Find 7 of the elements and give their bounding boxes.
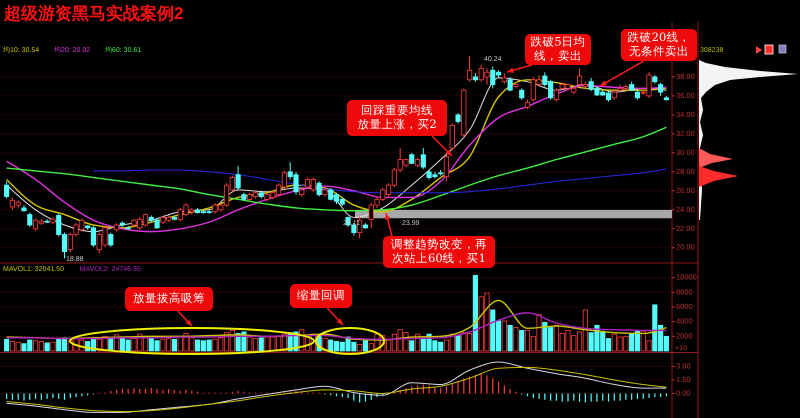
annotation: 跌破5日均线，卖出 <box>530 34 586 62</box>
annotation: 放量拔高吸筹 <box>133 290 205 305</box>
annotation: 跌破20线，无条件卖出 <box>628 30 690 58</box>
annotation: 回踩重要均线放量上涨，买2 <box>357 102 437 131</box>
chart-title: 超级游资黑马实战案例2 <box>3 3 184 23</box>
annotation: 调整趋势改变，再次站上60线，买1 <box>391 236 487 265</box>
annotation: 缩量回调 <box>297 288 345 302</box>
